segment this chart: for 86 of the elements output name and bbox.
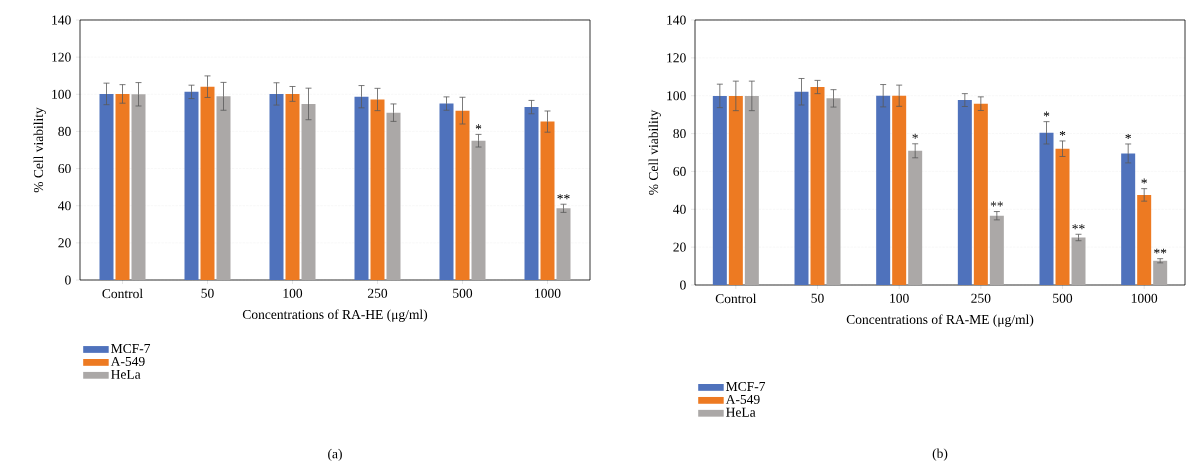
bar <box>556 208 571 280</box>
bar <box>973 103 988 285</box>
x-tick-label: Control <box>715 293 757 304</box>
data-label: * <box>912 133 918 139</box>
x-axis-title: Concentrations of RA-ME (μg/ml) <box>846 314 1034 327</box>
y-tick-label: 120 <box>667 53 686 63</box>
x-tick-label: 1000 <box>535 288 561 298</box>
y-tick-label: 60 <box>58 164 71 174</box>
data-label: * <box>475 124 482 130</box>
bar <box>908 150 923 285</box>
x-tick-label: 1000 <box>1131 293 1158 303</box>
y-axis-title: % Cell viability <box>648 109 661 195</box>
y-tick-label: 80 <box>58 126 71 136</box>
bar <box>728 95 743 285</box>
y-tick-label: 100 <box>667 91 686 101</box>
data-label: * <box>1141 178 1147 184</box>
bar <box>876 95 891 285</box>
x-tick-label: Control <box>102 288 143 299</box>
x-tick-label: 50 <box>811 293 824 303</box>
legend-label: MCF-7 <box>111 343 151 354</box>
bar <box>1153 260 1168 285</box>
x-tick-label: 500 <box>1053 293 1073 303</box>
x-tick-label: 100 <box>283 288 303 298</box>
bar <box>200 86 215 280</box>
y-tick-label: 120 <box>52 52 71 62</box>
bar <box>439 103 454 280</box>
y-axis-title: % Cell viability <box>33 107 46 193</box>
data-label: * <box>1043 111 1050 117</box>
bar <box>989 215 1004 285</box>
bar <box>269 93 284 280</box>
bar <box>386 112 401 280</box>
bar <box>370 99 385 280</box>
y-tick-label: 100 <box>52 89 71 99</box>
bar <box>285 93 300 280</box>
bar <box>744 95 759 285</box>
bar <box>115 93 130 280</box>
x-tick-label: 500 <box>453 288 473 298</box>
data-label: ** <box>990 201 1003 207</box>
text: (a) <box>328 448 342 462</box>
bar <box>524 107 539 280</box>
y-tick-label: 140 <box>52 15 71 25</box>
data-label: ** <box>1072 224 1085 230</box>
y-tick-label: 60 <box>673 166 686 176</box>
bar <box>794 91 809 285</box>
bar <box>826 98 841 285</box>
bar <box>810 87 825 285</box>
bar <box>892 95 907 285</box>
legend-label: HeLa <box>111 369 141 379</box>
bar <box>540 121 555 280</box>
y-tick-label: 20 <box>673 242 686 252</box>
x-tick-label: 250 <box>367 288 388 298</box>
x-axis-title: Concentrations of RA-HE (μg/ml) <box>242 309 428 322</box>
y-tick-label: 0 <box>680 280 686 290</box>
bar <box>712 95 727 285</box>
data-label: * <box>1059 130 1066 136</box>
x-tick-label: 50 <box>201 288 214 298</box>
data-label: ** <box>557 194 570 200</box>
bar <box>1121 153 1136 285</box>
x-tick-label: 100 <box>890 293 909 303</box>
legend-label: A-549 <box>110 356 145 366</box>
bar <box>455 110 470 280</box>
legend-label: HeLa <box>726 407 756 417</box>
bar <box>301 103 316 280</box>
bar <box>99 93 114 280</box>
x-tick-label: 250 <box>971 293 991 303</box>
bar <box>1039 132 1054 285</box>
legend-label: MCF-7 <box>726 381 766 391</box>
y-tick-label: 20 <box>58 238 71 248</box>
bar <box>354 96 369 280</box>
y-tick-label: 0 <box>65 275 71 285</box>
data-label: ** <box>1154 248 1167 254</box>
data-label: * <box>1125 133 1131 139</box>
bar <box>184 91 199 280</box>
bar <box>471 140 486 280</box>
bar <box>131 94 146 280</box>
bar <box>216 96 231 280</box>
y-tick-label: 40 <box>673 204 686 214</box>
bar <box>1137 194 1152 285</box>
bar <box>1071 237 1086 285</box>
text: (b) <box>932 448 948 461</box>
y-tick-label: 40 <box>58 201 71 211</box>
bar <box>957 100 972 285</box>
y-tick-label: 140 <box>667 15 686 25</box>
legend-label: A-549 <box>725 394 760 404</box>
y-tick-label: 80 <box>673 129 686 139</box>
bar <box>1055 148 1070 285</box>
